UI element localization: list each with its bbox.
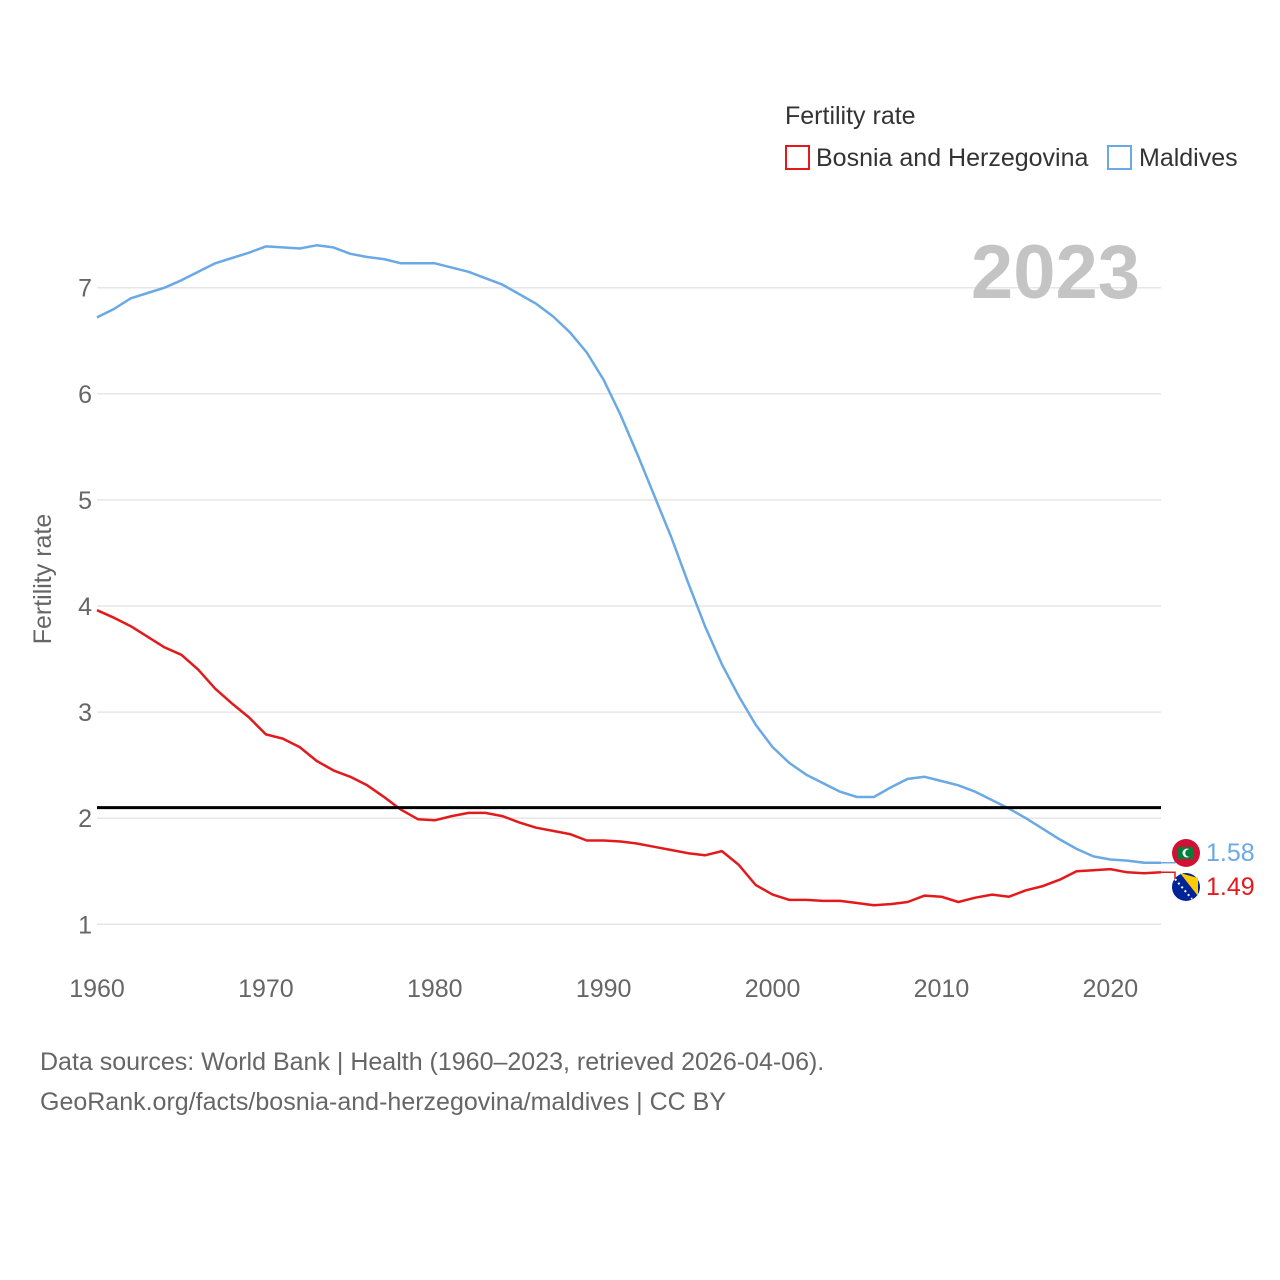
flag-bosnia-triangle: [1180, 873, 1198, 896]
x-tick-label-1980: 1980: [407, 975, 463, 1003]
flag-maldives-crescent-cut: [1185, 849, 1193, 857]
x-tick-label-2010: 2010: [914, 975, 970, 1003]
legend-swatch-bosnia: [785, 145, 810, 170]
y-tick-label-2: 2: [78, 805, 92, 833]
y-tick-label-6: 6: [78, 381, 92, 409]
legend-item-bosnia-and-herzegovina[interactable]: Bosnia and Herzegovina: [785, 144, 1088, 172]
x-tick-label-2000: 2000: [745, 975, 801, 1003]
end-markers: 1.58 1.49: [1161, 839, 1255, 901]
legend: Fertility rate Bosnia and Herzegovina Ma…: [785, 102, 1238, 172]
y-tick-label-3: 3: [78, 699, 92, 727]
legend-label-maldives: Maldives: [1139, 144, 1238, 172]
legend-item-maldives[interactable]: Maldives: [1107, 144, 1238, 172]
data-source-note: Data sources: World Bank | Health (1960–…: [40, 1048, 825, 1076]
flag-bosnia-stars: [1174, 878, 1193, 900]
legend-swatch-maldives: [1107, 145, 1132, 170]
source-link[interactable]: GeoRank.org/facts/bosnia-and-herzegovina…: [40, 1088, 726, 1116]
y-tick-label-1: 1: [78, 911, 92, 939]
gridlines: [97, 286, 1161, 926]
flag-bosnia-icon: [1172, 873, 1200, 901]
x-tick-label-1960: 1960: [69, 975, 125, 1003]
x-tick-label-1990: 1990: [576, 975, 632, 1003]
series-line-maldives: [96, 244, 1161, 864]
year-label: 2023: [971, 230, 1140, 315]
x-tick-labels: 1960 1970 1980 1990 2000 2010 2020: [69, 975, 1138, 1003]
end-label-maldives: 1.58: [1206, 839, 1255, 867]
x-tick-label-1970: 1970: [238, 975, 294, 1003]
flag-maldives-icon: [1172, 839, 1200, 867]
series-line-bosnia-and-herzegovina: [96, 609, 1162, 907]
x-tick-label-2020: 2020: [1083, 975, 1139, 1003]
y-tick-labels: 1 2 3 4 5 6 7: [78, 275, 92, 940]
y-tick-label-5: 5: [78, 487, 92, 515]
y-tick-label-4: 4: [78, 593, 92, 621]
legend-title: Fertility rate: [785, 102, 916, 130]
footer: Data sources: World Bank | Health (1960–…: [40, 1042, 824, 1122]
line-chart: 1 2 3 4 5 6 7 1960 1970 1980 1990 2000 2010 2020 Fer…: [29, 102, 1255, 1003]
y-tick-label-7: 7: [78, 275, 92, 303]
y-axis-label: Fertility rate: [29, 514, 57, 645]
legend-label-bosnia: Bosnia and Herzegovina: [816, 144, 1088, 172]
series-lines: [96, 244, 1162, 907]
end-label-bosnia: 1.49: [1206, 873, 1255, 901]
